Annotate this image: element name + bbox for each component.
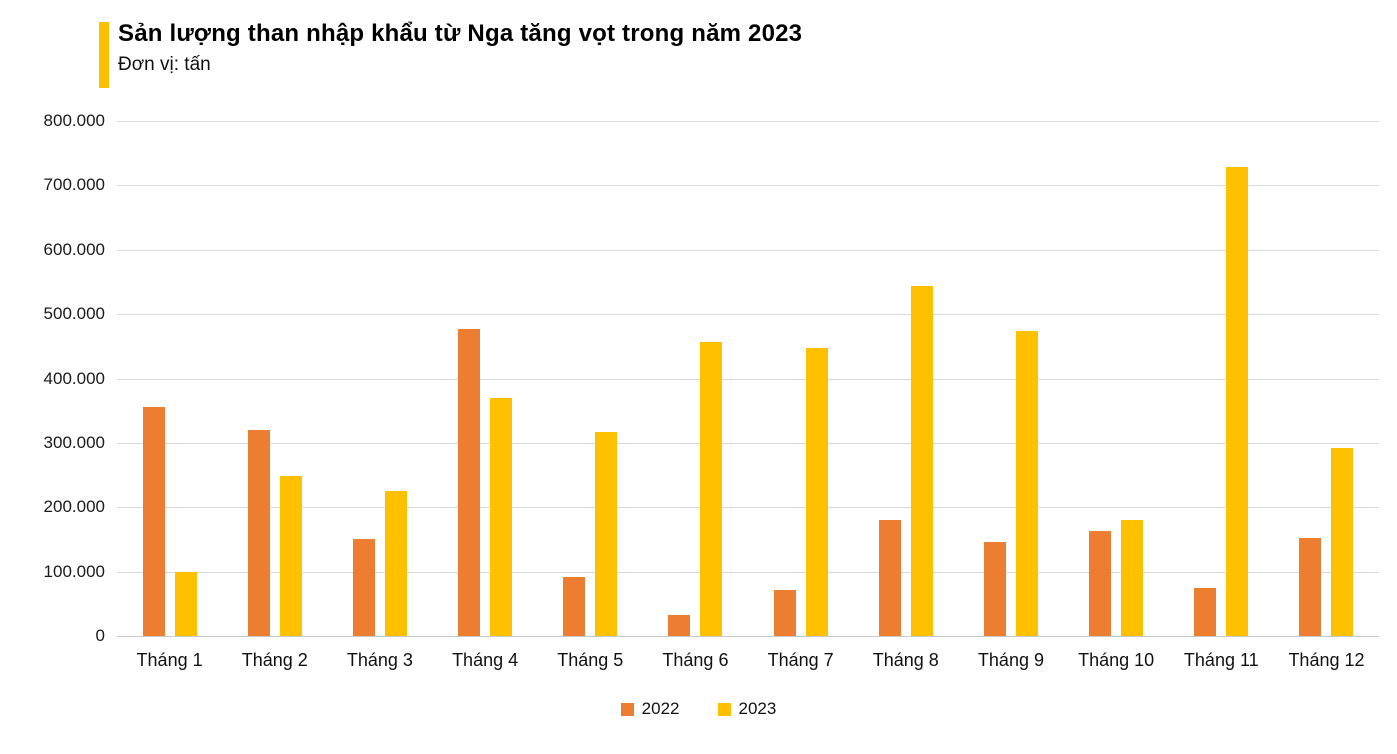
x-tick-label: Tháng 3 (346, 650, 413, 670)
bar-2022-Tháng 9 (983, 542, 1006, 636)
y-tick-label: 500.000 (43, 304, 105, 324)
x-tick-label: Tháng 9 (977, 650, 1044, 670)
bar-2022-Tháng 4 (458, 328, 481, 636)
bar-group-Tháng 6: Tháng 6 (643, 121, 748, 670)
bar-2022-Tháng 10 (1089, 531, 1112, 636)
x-tick-label: Tháng 2 (241, 650, 308, 670)
y-tick-label: 800.000 (43, 111, 105, 130)
x-tick-label: Tháng 10 (1078, 650, 1155, 670)
bar-2023-Tháng 12 (1331, 448, 1354, 636)
bar-2023-Tháng 7 (805, 348, 828, 636)
bar-group-Tháng 1: Tháng 1 (117, 121, 222, 670)
y-tick-label: 400.000 (43, 368, 105, 388)
y-tick-label: 600.000 (43, 239, 105, 259)
bar-2023-Tháng 6 (700, 342, 723, 636)
chart-unit-label: Đơn vị: tấn (118, 54, 211, 75)
y-tick-label: 200.000 (43, 497, 105, 517)
x-tick-label: Tháng 8 (872, 650, 939, 670)
bar-2023-Tháng 2 (279, 476, 302, 636)
bar-group-Tháng 3: Tháng 3 (327, 121, 432, 670)
y-axis-tick-labels: 0 100.000 200.000 300.000 400.000 500.000 600.… (0, 111, 105, 645)
legend-label: 2022 (641, 699, 680, 718)
bar-2023-Tháng 5 (595, 431, 618, 636)
bar-2022-Tháng 11 (1194, 588, 1217, 636)
legend-swatch-2022 (620, 702, 634, 716)
gridline-200.000 (117, 507, 1379, 509)
bar-2022-Tháng 5 (563, 576, 586, 636)
legend-item-2023: 2023 (717, 699, 777, 719)
x-tick-label: Tháng 5 (557, 650, 624, 670)
gridline-700.000 (117, 185, 1379, 187)
gridline-100.000 (117, 571, 1379, 573)
x-tick-label: Tháng 12 (1288, 650, 1365, 670)
bar-2023-Tháng 3 (384, 490, 407, 636)
x-tick-label: Tháng 4 (452, 650, 519, 670)
title-accent-bar (99, 22, 109, 88)
x-tick-label: Tháng 1 (136, 650, 203, 670)
bar-group-Tháng 4: Tháng 4 (433, 121, 538, 670)
legend-swatch-2023 (717, 702, 731, 716)
y-tick-label: 0 (95, 626, 105, 645)
legend-item-2022: 2022 (620, 699, 680, 719)
bar-group-Tháng 9: Tháng 9 (958, 121, 1063, 670)
chart-header: Sản lượng than nhập khẩu từ Nga tăng vọt… (99, 20, 803, 88)
gridline-0 (117, 636, 1379, 637)
gridline-300.000 (117, 442, 1379, 444)
gridline-800.000 (117, 121, 1379, 122)
bar-2022-Tháng 12 (1299, 538, 1322, 636)
x-tick-label: Tháng 6 (662, 650, 729, 670)
gridline-500.000 (117, 314, 1379, 316)
bar-2023-Tháng 8 (910, 286, 933, 636)
x-tick-label: Tháng 7 (767, 650, 834, 670)
bar-group-Tháng 5: Tháng 5 (538, 121, 643, 670)
bar-2022-Tháng 1 (142, 407, 165, 636)
plot-area: Tháng 1 Tháng 2 Tháng 3 Tháng 4 Tháng 5 Tháng… (117, 121, 1379, 670)
gridline-400.000 (117, 378, 1379, 380)
bar-2023-Tháng 10 (1121, 520, 1144, 636)
chart-title: Sản lượng than nhập khẩu từ Nga tăng vọt… (118, 20, 803, 47)
bar-2023-Tháng 9 (1015, 330, 1038, 636)
bar-group-Tháng 7: Tháng 7 (748, 121, 853, 670)
bar-groups: Tháng 1 Tháng 2 Tháng 3 Tháng 4 Tháng 5 Tháng… (117, 121, 1379, 670)
x-tick-label: Tháng 11 (1183, 650, 1259, 670)
legend-label: 2023 (738, 699, 777, 718)
bar-2023-Tháng 11 (1226, 166, 1249, 636)
bar-2022-Tháng 3 (352, 539, 375, 636)
y-tick-label: 300.000 (43, 432, 105, 452)
bar-2022-Tháng 7 (773, 590, 796, 636)
bar-group-Tháng 2: Tháng 2 (222, 121, 327, 670)
bar-2023-Tháng 1 (174, 571, 197, 636)
y-tick-label: 100.000 (43, 561, 105, 581)
y-tick-label: 700.000 (43, 175, 105, 195)
bar-group-Tháng 8: Tháng 8 (853, 121, 958, 670)
bar-2022-Tháng 8 (878, 520, 901, 636)
bar-group-Tháng 11: Tháng 11 (1169, 121, 1274, 670)
bar-2022-Tháng 6 (668, 615, 691, 636)
bar-group-Tháng 10: Tháng 10 (1064, 121, 1169, 670)
gridline-600.000 (117, 249, 1379, 251)
bar-2022-Tháng 2 (247, 430, 270, 636)
legend: 2022 2023 (0, 699, 1397, 719)
bar-group-Tháng 12: Tháng 12 (1274, 121, 1379, 670)
bar-2023-Tháng 4 (490, 398, 513, 636)
